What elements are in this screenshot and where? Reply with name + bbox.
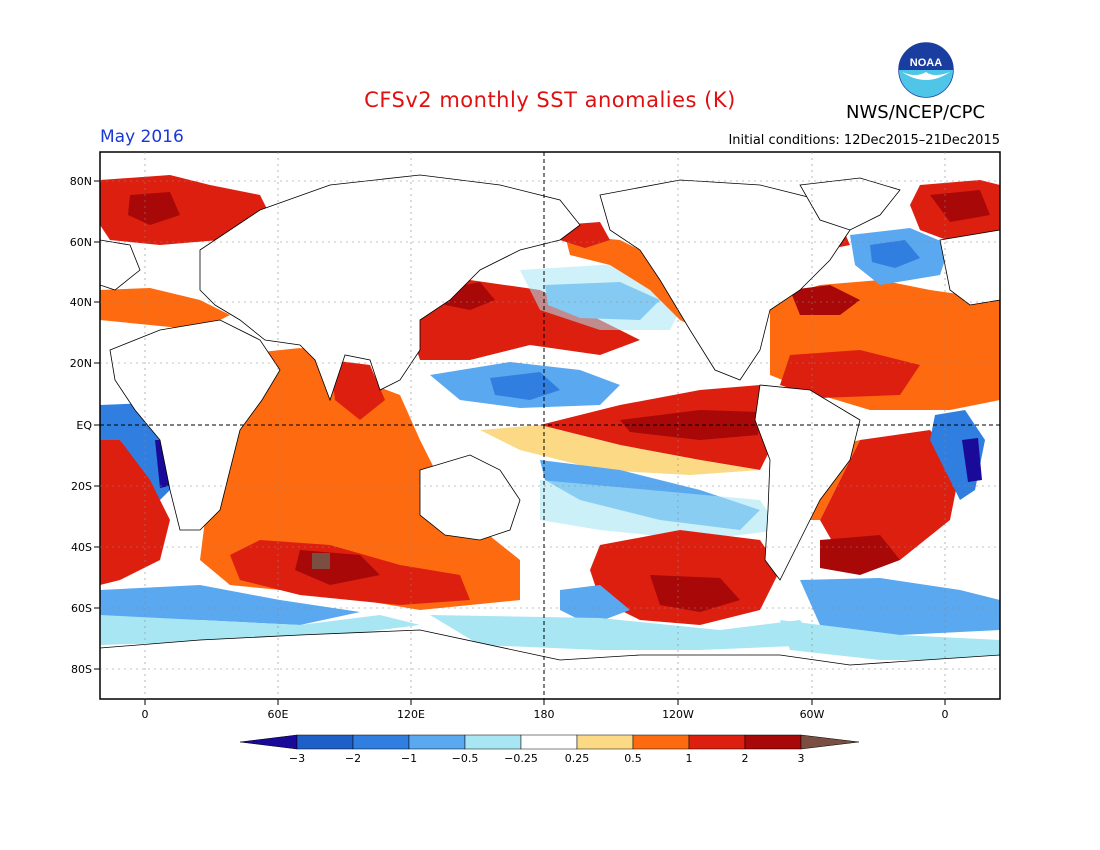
colorbar-swatch [632,734,690,750]
colorbar-label: −3 [289,752,305,765]
land-north-america [599,179,851,381]
anomaly-patch-south-atlantic-strong [820,535,900,575]
anomaly-patch-bay-of-bengal [330,360,385,420]
anomaly-patch-southern-cool-1 [100,585,360,625]
lat-label: 60N [70,236,92,249]
anomaly-patch-south-atlantic-west [100,440,170,585]
anomaly-patch-alaska-coast [565,235,700,330]
lon-label: 180 [534,708,555,721]
anomaly-patch-south-atlantic [820,430,960,560]
anomaly-patch-south-pacific-strong [650,575,740,612]
lon-label: 120W [662,708,694,721]
colorbar-label: 0.25 [565,752,590,765]
colorbar-arrow-high [800,734,860,750]
anomaly-patch-southern-light-1 [100,615,420,645]
agency-label: NWS/NCEP/CPC [846,102,986,123]
anomaly-patch-north-atlantic-cool2 [870,240,920,268]
lat-label: 40S [71,541,92,554]
colorbar-label: −0.5 [452,752,479,765]
colorbar-label: 0.5 [624,752,642,765]
colorbar-swatch [296,734,354,750]
colorbar-swatch [688,734,746,750]
colorbar-label: 2 [742,752,749,765]
anomaly-patch-gulf-stream [790,285,860,315]
colorbar-swatches [239,734,860,750]
colorbar-labels: −3 −2 −1 −0.5 −0.25 0.25 0.5 1 2 3 [289,752,805,765]
anomaly-patch-tropical-atlantic [780,350,920,398]
anomaly-patch-subtropic-cool-n2 [490,372,560,400]
land-masses [99,174,1001,700]
colorbar-label: −0.25 [504,752,538,765]
initial-conditions: Initial conditions: 12Dec2015–21Dec2015 [728,133,1000,148]
tick-marks [94,180,946,705]
lon-label: 120E [397,708,425,721]
lat-label: 60S [71,602,92,615]
anomaly-patch-benguela-core [962,438,982,482]
colorbar-swatch [464,734,522,750]
anomaly-patch-southern-cool-2 [560,585,630,625]
land-australia [419,454,521,541]
land-south-america [754,384,861,581]
anomaly-patch-southern-light-2 [430,615,820,650]
colorbar-swatch [576,734,634,750]
map-title: CFSv2 monthly SST anomalies (K) [364,88,736,112]
colorbar-label: 3 [798,752,805,765]
lon-label: 0 [142,708,149,721]
graticule [100,152,1000,699]
colorbar-label: −2 [345,752,361,765]
colorbar-label: −1 [401,752,417,765]
lat-label: 80S [71,663,92,676]
lon-label: 60W [800,708,825,721]
anomaly-patch-mediterranean [100,288,230,330]
lat-label: 80N [70,175,92,188]
land-europe-west [939,229,1001,306]
land-eurasia [199,174,581,402]
colorbar-swatch [352,734,410,750]
lat-label: 40N [70,296,92,309]
colorbar-arrow-low [239,734,298,750]
anomaly-patch-barents-strong [128,192,180,225]
colorbar-swatch [520,734,578,750]
latitude-labels: 80N 60N 40N 20N EQ 20S 40S 60S 80S [70,175,93,676]
lon-label: 60E [268,708,289,721]
anomaly-patch-south-pacific-light [540,480,780,540]
longitude-labels: 0 60E 120E 180 120W 60W 0 [142,708,949,721]
lat-label: 20N [70,357,92,370]
colorbar-swatch [408,734,466,750]
lat-label: EQ [76,419,92,432]
anomaly-patch-south-indian-max [312,553,330,569]
lon-label: 0 [942,708,949,721]
logo-text: NOAA [910,57,942,69]
colorbar-label: 1 [686,752,693,765]
noaa-logo: NOAA [898,42,954,98]
forecast-period: May 2016 [100,127,184,147]
land-greenland [799,177,901,231]
anomaly-patch-southern-cool-3 [800,578,1000,635]
lat-label: 20S [71,480,92,493]
anomaly-patch-norwegian-sea [100,175,270,245]
colorbar-swatch [744,734,802,750]
anomaly-patch-equatorial-edge [480,425,760,475]
